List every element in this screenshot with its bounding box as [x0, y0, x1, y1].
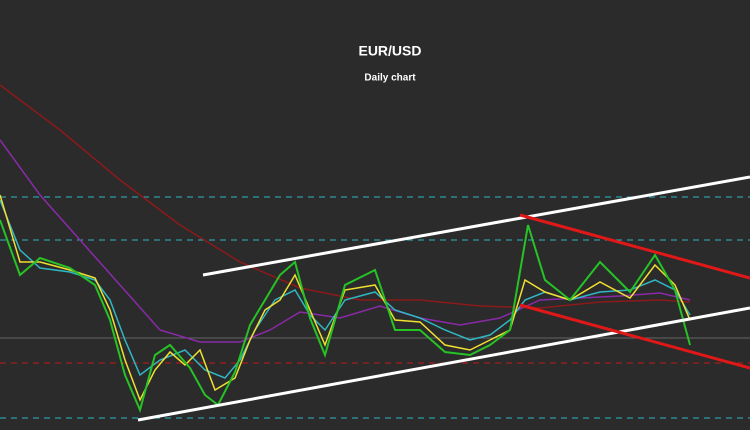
channel-line: [519, 303, 750, 370]
price: [0, 219, 691, 414]
chart-title: EUR/USD: [358, 43, 421, 59]
chart-subtitle: Daily chart: [364, 73, 416, 84]
ma-200: [0, 84, 691, 309]
channel-line: [137, 306, 750, 422]
channel-line: [519, 213, 750, 280]
channel-line: [202, 175, 750, 277]
